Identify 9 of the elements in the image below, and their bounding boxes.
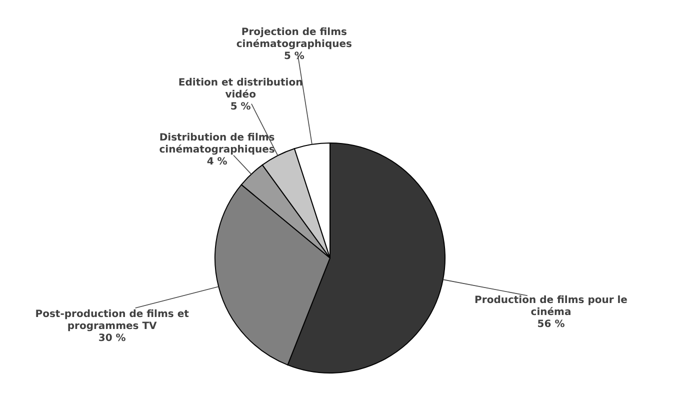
data-label: 56 %: [537, 319, 565, 330]
data-label: 30 %: [98, 332, 126, 344]
slice-label: Projection de films cinématographiques: [236, 26, 352, 50]
slice-label: Production de films pour le cinéma: [474, 295, 628, 318]
data-label: 5 %: [284, 50, 304, 62]
data-label: 5 %: [230, 101, 251, 112]
data-label: 4 %: [206, 156, 228, 168]
slice-label: Edition et distribution vidéo: [178, 77, 303, 100]
slice-label: Post-production de films et programmes TV: [35, 308, 190, 332]
